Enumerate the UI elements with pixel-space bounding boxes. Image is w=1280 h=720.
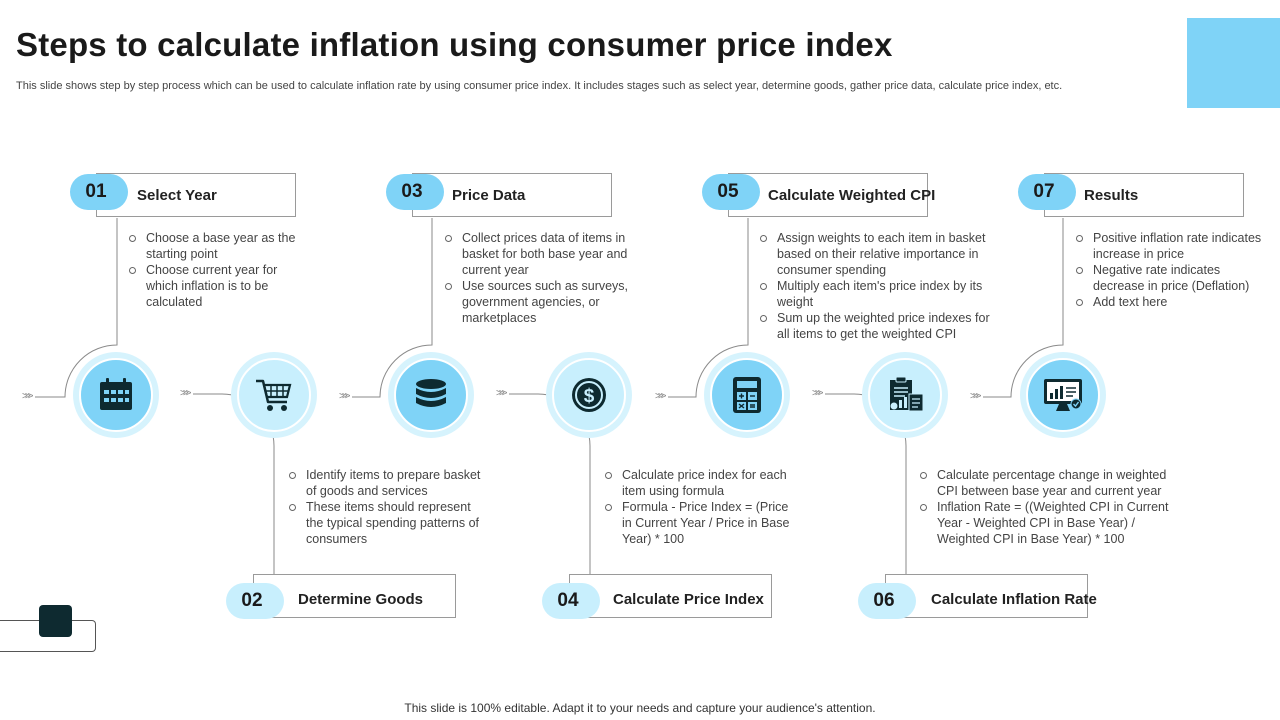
step-bullets: Calculate percentage change in weighted … — [918, 467, 1183, 547]
bullet-item: Multiply each item's price index by its … — [758, 278, 998, 310]
calculator-icon — [733, 377, 761, 413]
step-number: 06 — [858, 583, 916, 619]
step-number: 04 — [542, 583, 600, 619]
dollar-coin-icon: $ — [572, 378, 606, 412]
financial-report-icon — [890, 376, 924, 412]
bullet-item: Calculate percentage change in weighted … — [918, 467, 1183, 499]
step-label-box — [253, 574, 456, 618]
chevron-right-icon: >>> — [339, 391, 350, 402]
database-icon — [416, 379, 446, 407]
bullet-item: Calculate price index for each item usin… — [603, 467, 798, 499]
step-label-box — [569, 574, 772, 618]
step-icon-ring — [704, 352, 790, 438]
step-icon-circle — [394, 358, 468, 432]
decorative-square — [39, 605, 72, 637]
bullet-item: Negative rate indicates decrease in pric… — [1074, 262, 1264, 294]
bullet-item: Sum up the weighted price indexes for al… — [758, 310, 998, 342]
calendar-icon — [100, 378, 132, 410]
chevron-right-icon: >>> — [22, 391, 33, 402]
chevron-right-icon: >>> — [970, 391, 981, 402]
step-bullets: Assign weights to each item in basket ba… — [758, 230, 998, 342]
bullet-item: Choose current year for which inflation … — [127, 262, 307, 310]
bullet-item: Formula - Price Index = (Price in Curren… — [603, 499, 798, 547]
bullet-item: Identify items to prepare basket of good… — [287, 467, 487, 499]
step-bullets: Choose a base year as the starting point… — [127, 230, 307, 310]
step-icon-ring — [1020, 352, 1106, 438]
step-icon-ring: $ — [546, 352, 632, 438]
svg-text:$: $ — [584, 386, 595, 407]
step-number: 01 — [70, 174, 128, 210]
chevron-right-icon: >>> — [812, 388, 823, 399]
step-label-box — [1044, 173, 1244, 217]
step-label-box — [885, 574, 1088, 618]
bullet-item: These items should represent the typical… — [287, 499, 487, 547]
step-number: 05 — [702, 174, 760, 210]
step-icon-circle — [1026, 358, 1100, 432]
analytics-monitor-icon — [1044, 379, 1082, 411]
chevron-right-icon: >>> — [180, 388, 191, 399]
shopping-cart-icon — [256, 379, 292, 411]
bullet-item: Inflation Rate = ((Weighted CPI in Curre… — [918, 499, 1183, 547]
corner-accent-block — [1187, 18, 1280, 108]
step-label-box — [96, 173, 296, 217]
chevron-right-icon: >>> — [655, 391, 666, 402]
bullet-item: Positive inflation rate indicates increa… — [1074, 230, 1264, 262]
bullet-item: Collect prices data of items in basket f… — [443, 230, 643, 278]
step-icon-circle — [868, 358, 942, 432]
step-bullets: Calculate price index for each item usin… — [603, 467, 798, 547]
step-icon-circle — [237, 358, 311, 432]
page-title: Steps to calculate inflation using consu… — [16, 26, 893, 63]
step-label: Determine Goods — [298, 591, 424, 608]
step-label: Select Year — [137, 187, 217, 204]
step-label: Calculate Price Index — [613, 591, 764, 608]
page-subtitle: This slide shows step by step process wh… — [16, 80, 1063, 92]
step-bullets: Positive inflation rate indicates increa… — [1074, 230, 1264, 310]
step-icon-circle: $ — [552, 358, 626, 432]
chevron-right-icon: >>> — [496, 388, 507, 399]
step-icon-ring — [388, 352, 474, 438]
step-label: Calculate Weighted CPI — [768, 187, 936, 204]
step-label-box — [412, 173, 612, 217]
bullet-item: Assign weights to each item in basket ba… — [758, 230, 998, 278]
step-icon-ring — [862, 352, 948, 438]
footer-note: This slide is 100% editable. Adapt it to… — [404, 701, 876, 715]
step-label: Calculate Inflation Rate — [931, 591, 1097, 608]
step-number: 03 — [386, 174, 444, 210]
step-bullets: Identify items to prepare basket of good… — [287, 467, 487, 547]
bullet-item: Add text here — [1074, 294, 1264, 310]
step-icon-circle — [79, 358, 153, 432]
step-label: Results — [1084, 187, 1139, 204]
step-icon-ring — [73, 352, 159, 438]
step-number: 02 — [226, 583, 284, 619]
step-icon-circle — [710, 358, 784, 432]
step-bullets: Collect prices data of items in basket f… — [443, 230, 643, 326]
step-label: Price Data — [452, 187, 526, 204]
step-label-box — [728, 173, 928, 217]
step-number: 07 — [1018, 174, 1076, 210]
step-icon-ring — [231, 352, 317, 438]
bullet-item: Choose a base year as the starting point — [127, 230, 307, 262]
bullet-item: Use sources such as surveys, government … — [443, 278, 643, 326]
